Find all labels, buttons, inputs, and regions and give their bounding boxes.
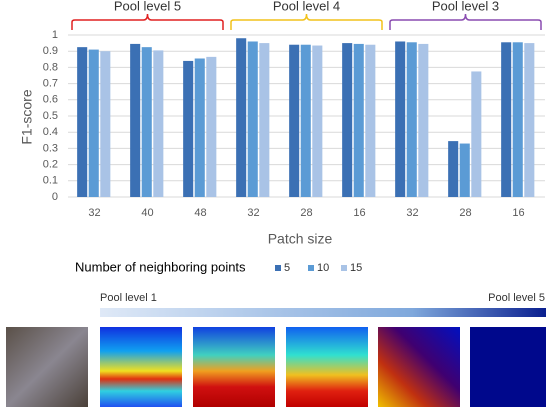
legend-label: 5 bbox=[284, 262, 290, 274]
y-tick-label: 0.9 bbox=[43, 45, 58, 57]
x-tick-label: 16 bbox=[353, 207, 365, 219]
legend-swatch bbox=[275, 265, 281, 271]
group-label: Pool level 4 bbox=[273, 0, 340, 13]
y-tick-label: 0.7 bbox=[43, 78, 58, 90]
bar bbox=[513, 42, 523, 197]
bar bbox=[312, 46, 322, 197]
legend-label: 10 bbox=[317, 262, 329, 274]
x-tick-label: 48 bbox=[194, 207, 206, 219]
group-bracket bbox=[390, 14, 541, 30]
bar bbox=[100, 51, 110, 197]
bar bbox=[471, 71, 481, 197]
bar bbox=[206, 57, 216, 197]
y-tick-label: 0.4 bbox=[43, 126, 58, 138]
heatmap bbox=[286, 327, 368, 407]
bar bbox=[89, 50, 99, 197]
legend-swatch bbox=[341, 265, 347, 271]
x-tick-label: 28 bbox=[459, 207, 471, 219]
x-tick-label: 32 bbox=[406, 207, 418, 219]
y-tick-label: 0.3 bbox=[43, 142, 58, 154]
x-tick-label: 40 bbox=[141, 207, 153, 219]
x-tick-label: 28 bbox=[300, 207, 312, 219]
bar bbox=[342, 43, 352, 197]
bar bbox=[407, 42, 417, 197]
bar bbox=[501, 42, 511, 197]
y-tick-label: 1 bbox=[52, 29, 58, 41]
group-bracket bbox=[231, 14, 382, 30]
y-tick-label: 0.8 bbox=[43, 61, 58, 73]
x-tick-label: 32 bbox=[247, 207, 259, 219]
bar bbox=[248, 41, 258, 197]
x-axis-title: Patch size bbox=[268, 231, 333, 247]
bar bbox=[365, 45, 375, 197]
bar bbox=[448, 141, 458, 197]
legend-label: 15 bbox=[350, 262, 362, 274]
bar bbox=[301, 45, 311, 197]
heatmap bbox=[100, 327, 182, 407]
heatmap bbox=[378, 327, 460, 407]
group-label: Pool level 3 bbox=[432, 0, 499, 13]
bar bbox=[289, 45, 299, 197]
colorbar bbox=[100, 308, 546, 317]
bar bbox=[142, 47, 152, 197]
y-tick-label: 0.2 bbox=[43, 159, 58, 171]
y-tick-label: 0 bbox=[52, 191, 58, 203]
colorbar-end-label: Pool level 5 bbox=[488, 292, 545, 304]
bar bbox=[130, 44, 140, 197]
bar bbox=[395, 41, 405, 197]
bar bbox=[418, 44, 428, 197]
y-axis-title: F1-score bbox=[19, 89, 35, 144]
bar bbox=[259, 43, 269, 197]
group-bracket bbox=[72, 14, 223, 30]
heatmap bbox=[193, 327, 275, 407]
x-tick-label: 16 bbox=[512, 207, 524, 219]
bar bbox=[524, 43, 534, 197]
bar bbox=[354, 44, 364, 197]
legend-title: Number of neighboring points bbox=[75, 259, 246, 274]
input-image bbox=[6, 327, 88, 407]
y-tick-label: 0.5 bbox=[43, 110, 58, 122]
bar bbox=[153, 50, 163, 197]
bar bbox=[77, 47, 87, 197]
heatmap bbox=[470, 327, 546, 407]
y-tick-label: 0.1 bbox=[43, 175, 58, 187]
bar bbox=[460, 144, 470, 197]
colorbar-start-label: Pool level 1 bbox=[100, 292, 157, 304]
legend-swatch bbox=[308, 265, 314, 271]
figure: F1-score Patch size Number of neighborin… bbox=[0, 0, 546, 413]
x-tick-label: 32 bbox=[88, 207, 100, 219]
bar bbox=[236, 38, 246, 197]
bar bbox=[183, 61, 193, 197]
bar bbox=[195, 58, 205, 197]
group-label: Pool level 5 bbox=[114, 0, 181, 13]
y-tick-label: 0.6 bbox=[43, 94, 58, 106]
